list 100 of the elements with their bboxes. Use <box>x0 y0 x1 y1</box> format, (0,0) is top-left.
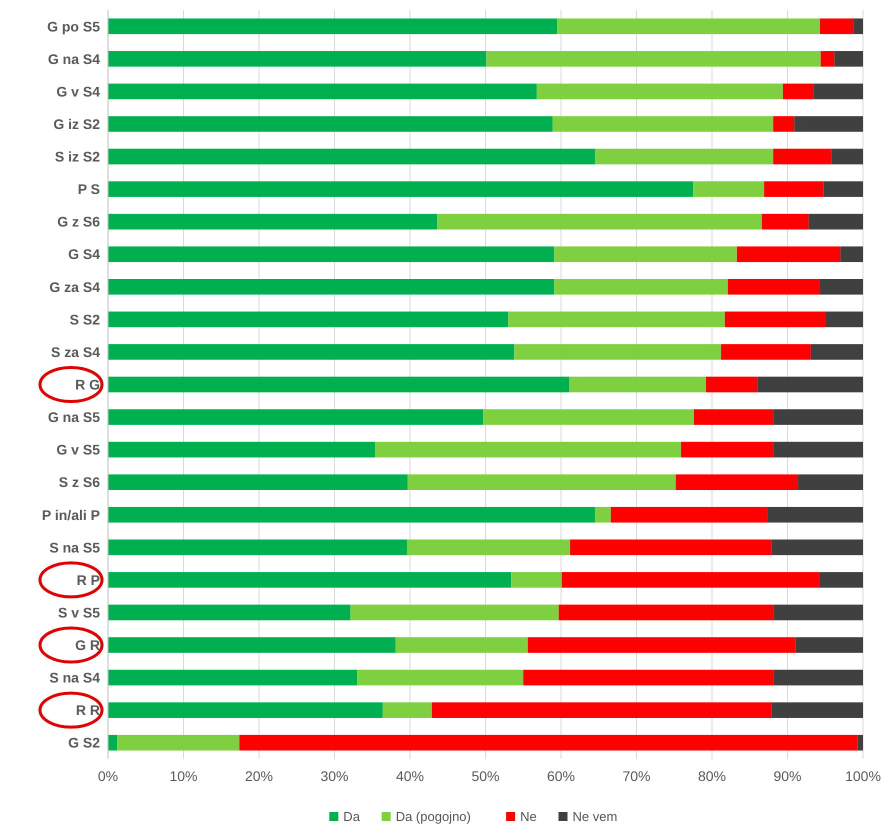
y-tick-label: S S2 <box>70 311 100 328</box>
bar <box>117 734 240 751</box>
bar <box>721 344 811 360</box>
bar <box>483 409 694 425</box>
bar <box>808 214 863 230</box>
y-tick-label: G na S5 <box>48 409 100 426</box>
bar <box>508 312 725 328</box>
legend-label: Da <box>343 809 361 824</box>
legend-label: Da (pogojno) <box>396 809 471 824</box>
bar <box>108 637 396 653</box>
bar <box>813 84 863 100</box>
x-tick-label: 80% <box>698 768 726 784</box>
bar <box>562 572 820 588</box>
y-tick-label: S iz S2 <box>54 148 100 165</box>
bar <box>108 344 514 360</box>
bar <box>757 376 863 392</box>
bar <box>108 442 376 458</box>
bar <box>108 540 407 556</box>
bar <box>594 148 774 164</box>
bar <box>831 148 863 164</box>
bar <box>762 214 809 230</box>
x-tick-label: 100% <box>845 768 881 784</box>
x-tick-label: 0% <box>98 768 118 784</box>
bar <box>772 540 863 556</box>
bar <box>820 278 863 295</box>
bar <box>693 181 764 197</box>
bar <box>554 246 737 262</box>
bar <box>108 312 508 328</box>
y-tick-label: S v S5 <box>58 604 100 620</box>
x-tick-label: 90% <box>773 768 802 784</box>
bar <box>773 116 794 132</box>
bar <box>706 376 758 392</box>
x-tick-label: 20% <box>244 768 274 784</box>
bar <box>408 474 676 490</box>
bar <box>486 51 821 67</box>
bar <box>728 278 820 295</box>
bar <box>736 246 840 262</box>
y-tick-label: G S4 <box>68 246 100 262</box>
bar <box>382 702 432 718</box>
bar <box>528 637 796 653</box>
bar <box>108 116 553 132</box>
bar <box>350 604 559 620</box>
bar <box>108 506 595 523</box>
y-tick-label: P in/ali P <box>42 506 100 523</box>
bar <box>681 442 774 458</box>
bar <box>108 604 350 620</box>
bar <box>108 572 512 588</box>
y-tick-label: P S <box>78 181 100 198</box>
bar <box>796 637 863 653</box>
bar <box>108 376 570 392</box>
y-tick-label: G v S5 <box>56 442 100 458</box>
x-tick-label: 30% <box>320 768 349 784</box>
x-tick-label: 10% <box>169 768 198 784</box>
y-tick-label: S na S4 <box>49 670 100 686</box>
bar <box>834 51 863 67</box>
bar <box>840 246 863 262</box>
bar <box>437 214 762 230</box>
bar <box>764 181 824 197</box>
bar <box>108 84 537 100</box>
bar <box>858 734 863 751</box>
x-tick-label: 50% <box>471 768 500 784</box>
bar <box>108 148 595 164</box>
bar <box>798 474 863 490</box>
bar <box>773 442 863 458</box>
y-tick-label: G R <box>75 637 100 654</box>
bar <box>610 506 768 523</box>
bar <box>108 670 358 686</box>
bar <box>108 51 486 67</box>
bar <box>820 572 863 588</box>
bar <box>108 181 694 197</box>
y-tick-label: R R <box>76 702 100 718</box>
y-tick-label: G na S4 <box>48 50 100 67</box>
bar <box>773 409 863 425</box>
bar <box>810 344 863 360</box>
bar <box>824 181 863 197</box>
y-tick-label: S z S6 <box>58 474 100 490</box>
bar <box>108 702 383 718</box>
bar <box>773 148 832 164</box>
bar <box>782 84 814 100</box>
bar <box>511 572 562 588</box>
y-tick-label: G v S4 <box>56 83 100 100</box>
bar <box>676 474 798 490</box>
y-tick-label: G iz S2 <box>53 116 100 132</box>
y-tick-label: R G <box>75 376 100 392</box>
y-tick-label: G po S5 <box>47 18 100 34</box>
bar <box>558 604 774 620</box>
bar <box>406 540 570 556</box>
bar <box>772 702 863 718</box>
bar <box>108 278 554 295</box>
bar <box>108 246 554 262</box>
bar <box>108 409 484 425</box>
bar <box>767 506 863 523</box>
bar <box>774 670 863 686</box>
bar <box>108 474 408 490</box>
y-tick-label: S na S5 <box>49 539 100 556</box>
x-tick-label: 60% <box>546 768 576 784</box>
bar <box>375 442 682 458</box>
bar <box>724 312 826 328</box>
bar <box>853 18 863 34</box>
bar <box>396 637 528 653</box>
